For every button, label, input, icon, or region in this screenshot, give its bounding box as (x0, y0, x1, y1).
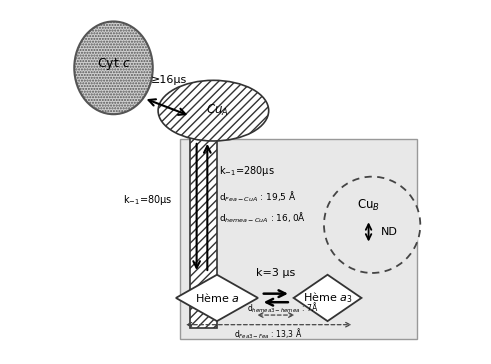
Text: k$_{-1}$=280µs: k$_{-1}$=280µs (219, 164, 274, 178)
Polygon shape (176, 275, 258, 321)
Text: k=3 µs: k=3 µs (256, 268, 296, 278)
Text: Cyt $c$: Cyt $c$ (97, 56, 131, 72)
Bar (180, 139, 417, 339)
Polygon shape (294, 275, 361, 321)
Text: Hème $a$: Hème $a$ (195, 292, 239, 304)
Text: Hème $a_3$: Hème $a_3$ (303, 290, 353, 305)
Text: d$_{hemea-CuA}$ : $16,0$Å: d$_{hemea-CuA}$ : $16,0$Å (219, 210, 305, 225)
Text: Cu$_A$: Cu$_A$ (206, 103, 228, 118)
Ellipse shape (158, 80, 269, 141)
Text: ND: ND (381, 227, 398, 237)
Text: Cu$_B$: Cu$_B$ (357, 198, 380, 213)
Text: d$_{Fea-CuA}$ : 19,5 Å: d$_{Fea-CuA}$ : 19,5 Å (219, 189, 297, 203)
Text: d$_{hemea3-hemea}$ : 7Å: d$_{hemea3-hemea}$ : 7Å (247, 301, 319, 315)
Text: ≥16μs: ≥16μs (151, 75, 187, 85)
Circle shape (324, 177, 420, 273)
Bar (190, 86, 217, 328)
Text: d$_{Fea3-Fea}$ : 13,3 Å: d$_{Fea3-Fea}$ : 13,3 Å (235, 327, 303, 341)
Text: k$_{-1}$=80µs: k$_{-1}$=80µs (123, 193, 172, 207)
Ellipse shape (74, 21, 153, 114)
